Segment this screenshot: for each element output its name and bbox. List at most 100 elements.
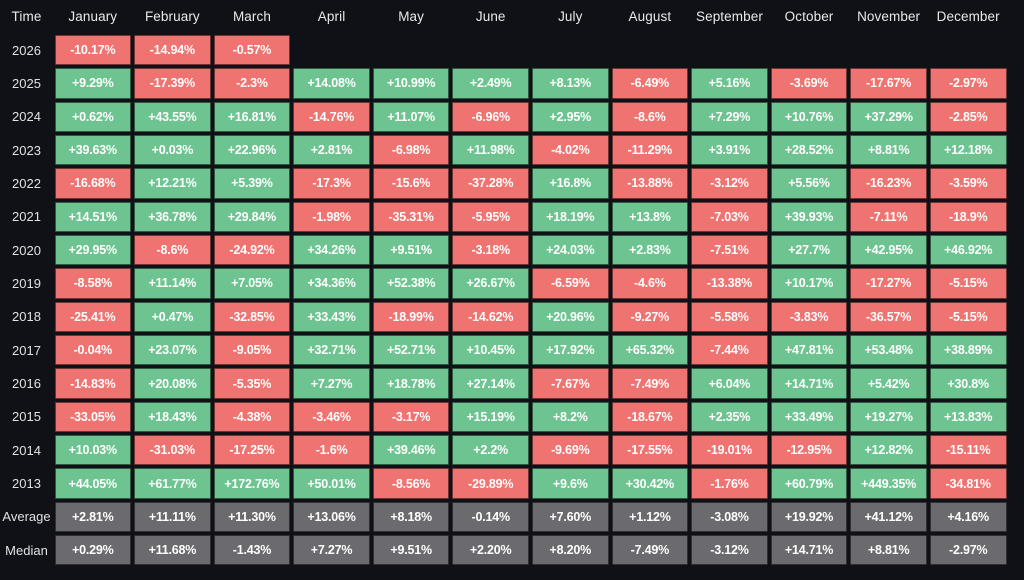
row-label-2019: 2019 bbox=[12, 275, 41, 291]
returns-grid: Time January February March April May June July… bbox=[2, 9, 1007, 566]
column-header-january: January bbox=[68, 9, 118, 25]
return-cell-2026-february: -14.94% bbox=[134, 34, 211, 66]
return-cell-2015-april: -3.46% bbox=[293, 401, 370, 433]
return-cell-2018-february: +0.47% bbox=[134, 301, 211, 333]
return-cell-average-november: +41.12% bbox=[850, 501, 927, 533]
row-label-2018: 2018 bbox=[12, 309, 41, 325]
return-cell-2020-june: -3.18% bbox=[452, 234, 529, 266]
return-cell-2024-may: +11.07% bbox=[372, 101, 450, 132]
return-cell-2019-october: +10.17% bbox=[770, 268, 848, 299]
return-cell-2020-august: +2.83% bbox=[611, 234, 689, 266]
return-cell-2016-october: +14.71% bbox=[770, 368, 848, 399]
return-cell-2014-july: -9.69% bbox=[532, 435, 609, 466]
return-cell-median-december: -2.97% bbox=[929, 535, 1007, 566]
return-cell-2023-february: +0.03% bbox=[134, 134, 211, 166]
return-cell-2015-november: +19.27% bbox=[850, 401, 927, 433]
column-header-october: October bbox=[784, 9, 834, 25]
return-cell-median-february: +11.68% bbox=[134, 535, 211, 566]
return-cell-average-april: +13.06% bbox=[293, 501, 370, 533]
return-cell-average-july: +7.60% bbox=[532, 501, 609, 533]
return-cell-2024-july: +2.95% bbox=[532, 101, 609, 132]
return-cell-2014-january: +10.03% bbox=[54, 435, 132, 466]
return-cell-2017-may: +52.71% bbox=[372, 335, 450, 366]
return-cell-average-february: +11.11% bbox=[134, 501, 211, 533]
return-cell-2013-september: -1.76% bbox=[691, 468, 768, 499]
return-cell-2025-january: +9.29% bbox=[54, 68, 132, 99]
return-cell-median-june: +2.20% bbox=[452, 535, 529, 566]
return-cell-2026-january: -10.17% bbox=[54, 34, 132, 66]
return-cell-median-september: -3.12% bbox=[691, 535, 768, 566]
return-cell-2015-july: +8.2% bbox=[532, 401, 609, 433]
return-cell-median-november: +8.81% bbox=[850, 535, 927, 566]
return-cell-2024-march: +16.81% bbox=[213, 101, 291, 132]
return-cell-average-march: +11.30% bbox=[213, 501, 291, 533]
return-cell-2025-february: -17.39% bbox=[134, 68, 211, 99]
return-cell-2023-july: -4.02% bbox=[532, 134, 609, 166]
return-cell-2017-august: +65.32% bbox=[611, 335, 689, 366]
return-cell-2026-october bbox=[771, 35, 848, 65]
return-cell-2022-august: -13.88% bbox=[611, 168, 689, 199]
return-cell-2025-september: +5.16% bbox=[691, 68, 768, 99]
return-cell-2021-april: -1.98% bbox=[293, 201, 370, 232]
return-cell-2022-may: -15.6% bbox=[372, 168, 450, 199]
return-cell-2020-december: +46.92% bbox=[929, 234, 1007, 266]
return-cell-2024-september: +7.29% bbox=[691, 101, 768, 132]
return-cell-2020-january: +29.95% bbox=[54, 234, 132, 266]
return-cell-2020-april: +34.26% bbox=[293, 234, 370, 266]
return-cell-2026-march: -0.57% bbox=[213, 34, 291, 66]
return-cell-2018-august: -9.27% bbox=[611, 301, 689, 333]
return-cell-median-may: +9.51% bbox=[372, 535, 450, 566]
return-cell-2019-december: -5.15% bbox=[929, 268, 1007, 299]
return-cell-2013-april: +50.01% bbox=[293, 468, 370, 499]
column-header-september: September bbox=[695, 9, 763, 25]
return-cell-2020-october: +27.7% bbox=[770, 234, 848, 266]
return-cell-2017-december: +38.89% bbox=[929, 335, 1007, 366]
return-cell-2021-january: +14.51% bbox=[54, 201, 132, 232]
return-cell-2026-july bbox=[532, 35, 609, 65]
return-cell-2023-august: -11.29% bbox=[611, 134, 689, 166]
return-cell-average-may: +8.18% bbox=[372, 501, 450, 533]
return-cell-2013-march: +172.76% bbox=[213, 468, 291, 499]
return-cell-2023-may: -6.98% bbox=[372, 134, 450, 166]
return-cell-2023-september: +3.91% bbox=[691, 134, 768, 166]
return-cell-average-december: +4.16% bbox=[929, 501, 1007, 533]
return-cell-2025-march: -2.3% bbox=[213, 68, 291, 99]
return-cell-2014-april: -1.6% bbox=[293, 435, 370, 466]
return-cell-2018-june: -14.62% bbox=[452, 301, 529, 333]
return-cell-2022-march: +5.39% bbox=[213, 168, 291, 199]
return-cell-2019-november: -17.27% bbox=[850, 268, 927, 299]
return-cell-average-october: +19.92% bbox=[770, 501, 848, 533]
return-cell-2015-december: +13.83% bbox=[929, 401, 1007, 433]
row-label-2015: 2015 bbox=[12, 409, 41, 425]
return-cell-2023-october: +28.52% bbox=[770, 134, 848, 166]
return-cell-2019-march: +7.05% bbox=[213, 268, 291, 299]
return-cell-2021-may: -35.31% bbox=[372, 201, 450, 232]
return-cell-2021-august: +13.8% bbox=[611, 201, 689, 232]
return-cell-2025-april: +14.08% bbox=[293, 68, 370, 99]
return-cell-2022-october: +5.56% bbox=[770, 168, 848, 199]
return-cell-2015-march: -4.38% bbox=[213, 401, 291, 433]
return-cell-2025-july: +8.13% bbox=[532, 68, 609, 99]
return-cell-2024-june: -6.96% bbox=[452, 101, 529, 132]
return-cell-2018-december: -5.15% bbox=[929, 301, 1007, 333]
return-cell-2026-june bbox=[452, 35, 529, 65]
return-cell-2017-october: +47.81% bbox=[770, 335, 848, 366]
return-cell-2024-april: -14.76% bbox=[293, 101, 370, 132]
row-label-2025: 2025 bbox=[12, 75, 41, 91]
return-cell-2014-may: +39.46% bbox=[372, 435, 450, 466]
return-cell-2014-september: -19.01% bbox=[691, 435, 768, 466]
return-cell-2014-december: -15.11% bbox=[929, 435, 1007, 466]
column-header-april: April bbox=[317, 9, 346, 25]
return-cell-2018-april: +33.43% bbox=[293, 301, 370, 333]
return-cell-2016-february: +20.08% bbox=[134, 368, 211, 399]
return-cell-average-august: +1.12% bbox=[611, 501, 689, 533]
return-cell-2015-august: -18.67% bbox=[611, 401, 689, 433]
return-cell-2014-march: -17.25% bbox=[213, 435, 291, 466]
return-cell-2015-february: +18.43% bbox=[134, 401, 211, 433]
return-cell-2019-august: -4.6% bbox=[611, 268, 689, 299]
return-cell-2018-may: -18.99% bbox=[372, 301, 450, 333]
row-label-median: Median bbox=[5, 542, 48, 558]
return-cell-2024-november: +37.29% bbox=[850, 101, 927, 132]
column-header-august: August bbox=[628, 9, 672, 25]
